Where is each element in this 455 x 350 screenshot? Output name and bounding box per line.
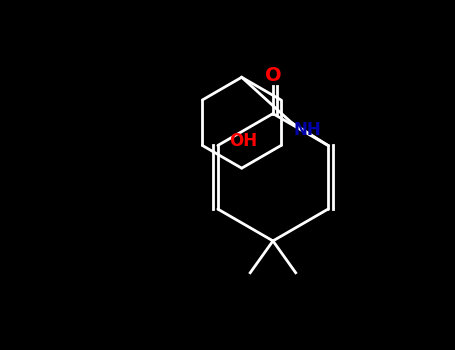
Text: O: O	[265, 65, 281, 84]
Text: OH: OH	[229, 132, 257, 150]
Text: NH: NH	[294, 120, 322, 139]
